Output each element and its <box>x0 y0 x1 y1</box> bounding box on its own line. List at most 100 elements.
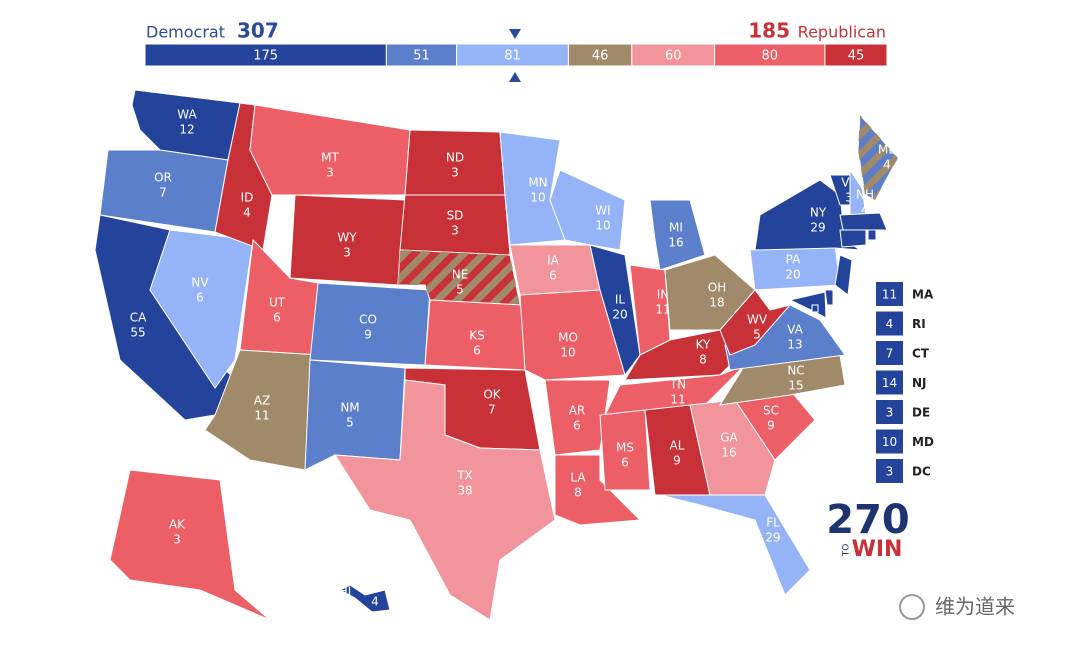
state-abbr: WI <box>595 204 610 218</box>
state-votes: 6 <box>621 456 629 470</box>
small-states: 11 MA 4 RI 7 CT 14 NJ 3 DE 10 MD 3 DC <box>876 282 934 483</box>
state-votes: 6 <box>473 344 481 358</box>
small-state-abbr: MD <box>912 435 934 449</box>
state-abbr: MI <box>669 221 683 235</box>
small-state-abbr: DC <box>912 465 931 479</box>
state-votes: 8 <box>699 353 707 367</box>
state-votes: 4 <box>861 203 869 217</box>
state-votes: 16 <box>668 236 683 250</box>
state <box>544 379 611 456</box>
state-votes: 5 <box>753 328 761 342</box>
state <box>834 254 853 296</box>
logo-to: TO <box>842 544 852 558</box>
state <box>589 244 641 377</box>
state-abbr: AL <box>670 439 685 453</box>
state-votes: 7 <box>159 186 167 200</box>
state-votes: 9 <box>364 328 372 342</box>
state <box>649 199 706 271</box>
state-abbr: CA <box>130 311 147 325</box>
state-votes: 29 <box>810 221 825 235</box>
state-abbr: UT <box>269 296 286 310</box>
state-abbr: NY <box>810 206 827 220</box>
rep-total: 185 <box>748 19 790 43</box>
state-votes: 3 <box>326 166 334 180</box>
state-votes: 20 <box>612 308 627 322</box>
state-votes: 7 <box>488 403 496 417</box>
state-votes: 6 <box>273 311 281 325</box>
state-abbr: OH <box>708 281 726 295</box>
state-votes: 20 <box>785 268 800 282</box>
state <box>599 409 651 491</box>
state-votes: 6 <box>196 291 204 305</box>
state-abbr: IN <box>657 288 670 302</box>
state-abbr: NM <box>340 401 359 415</box>
state-votes: 3 <box>173 533 181 547</box>
bar-label: 175 <box>253 49 278 64</box>
small-state-votes: 14 <box>882 376 897 390</box>
state-abbr: ME <box>878 143 896 157</box>
state-votes: 5 <box>456 283 464 297</box>
small-state-box <box>876 429 903 454</box>
small-state-votes: 3 <box>886 406 894 420</box>
small-state-abbr: RI <box>912 317 926 331</box>
state <box>109 469 271 621</box>
dem-total: 307 <box>237 19 279 43</box>
state-abbr: MT <box>321 151 339 165</box>
state-abbr: CO <box>359 313 377 327</box>
small-state-abbr: CT <box>912 347 930 361</box>
state-votes: 11 <box>655 303 670 317</box>
small-state-abbr: NJ <box>912 376 927 390</box>
state-abbr: WY <box>337 231 357 245</box>
state-votes: 11 <box>254 409 269 423</box>
state-votes: 3 <box>343 246 351 260</box>
state-votes: 11 <box>670 393 685 407</box>
state <box>604 364 746 416</box>
small-state-votes: 4 <box>886 317 894 331</box>
state <box>824 289 834 306</box>
bar-segment <box>824 43 888 67</box>
state-abbr: SD <box>447 209 464 223</box>
small-state-votes: 11 <box>882 288 897 302</box>
state-abbr: AR <box>569 404 586 418</box>
state-votes: 3 <box>845 191 853 205</box>
state-votes: 4 <box>243 206 251 220</box>
state-stripes <box>398 250 520 305</box>
state-abbr: IA <box>547 254 560 268</box>
state-abbr: NE <box>452 268 469 282</box>
small-state-abbr: MA <box>912 288 934 302</box>
small-state-box <box>876 370 903 395</box>
state-abbr: PA <box>786 253 801 267</box>
small-state-box <box>876 282 903 306</box>
state-abbr: MN <box>528 176 547 190</box>
state-abbr: ID <box>241 191 254 205</box>
tally-bar: 175 51 81 46 60 80 45 <box>144 43 888 67</box>
state-votes: 13 <box>787 338 802 352</box>
state-votes: 3 <box>451 224 459 238</box>
state-votes: 3 <box>451 166 459 180</box>
state-votes: 5 <box>346 416 354 430</box>
state-votes: 18 <box>709 296 724 310</box>
bar-label: 81 <box>504 49 521 64</box>
rep-label: Republican <box>798 23 886 42</box>
state <box>334 379 556 621</box>
state-abbr: TX <box>456 469 473 483</box>
state-abbr: AK <box>169 518 186 532</box>
small-state-votes: 3 <box>886 465 894 479</box>
state-abbr: NC <box>787 364 804 378</box>
state-abbr: ND <box>446 151 464 165</box>
logo-win: WIN <box>852 537 903 562</box>
state <box>338 584 391 613</box>
state-stripes <box>858 115 898 200</box>
state-abbr: KY <box>696 338 711 352</box>
state-abbr: NH <box>856 188 874 202</box>
bar-label: 45 <box>848 49 865 64</box>
small-state-votes: 7 <box>886 347 894 361</box>
state-abbr: VA <box>787 323 803 337</box>
state-abbr: FL <box>766 516 780 530</box>
state <box>659 494 811 596</box>
state-votes: 29 <box>765 531 780 545</box>
state <box>554 454 642 526</box>
state-votes: 15 <box>788 379 803 393</box>
state-abbr: SC <box>763 404 779 418</box>
